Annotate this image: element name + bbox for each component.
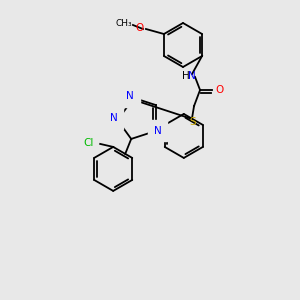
Text: O: O bbox=[215, 85, 223, 95]
Text: N: N bbox=[188, 71, 196, 81]
Text: O: O bbox=[136, 23, 144, 33]
Text: N: N bbox=[154, 126, 162, 136]
Text: H: H bbox=[182, 71, 190, 81]
Text: CH₃: CH₃ bbox=[115, 20, 132, 28]
Text: N: N bbox=[126, 91, 134, 101]
Text: Cl: Cl bbox=[84, 138, 94, 148]
Text: S: S bbox=[190, 117, 196, 127]
Text: N: N bbox=[110, 113, 118, 123]
